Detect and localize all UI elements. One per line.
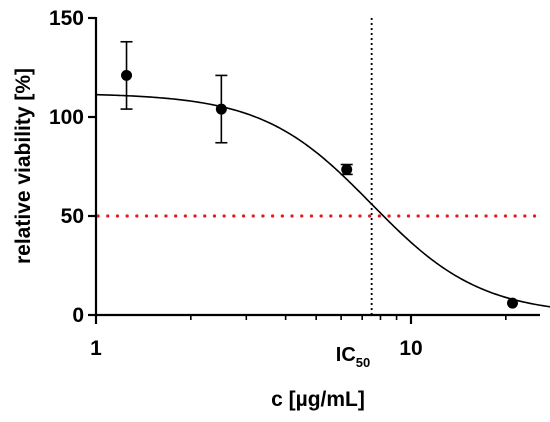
y-axis-title: relative viability [%]: [12, 68, 35, 264]
tick-labels: 0 50 100 150 1 10: [49, 7, 423, 360]
x-tick-label: 10: [399, 337, 422, 360]
data-point: [506, 297, 518, 309]
y-tick-label: 0: [72, 304, 84, 327]
fit-curve: [95, 93, 550, 308]
x-tick-label: 1: [90, 337, 102, 360]
data-point: [341, 163, 353, 175]
ic50-label: IC50: [336, 344, 370, 370]
data-point: [215, 103, 227, 115]
axes: [88, 16, 540, 324]
x-axis-title: c [µg/mL]: [271, 388, 365, 411]
reference-lines: [96, 18, 542, 315]
data-point: [121, 69, 133, 81]
y-tick-label: 150: [49, 7, 84, 30]
data-points: [121, 69, 518, 309]
y-tick-label: 50: [61, 205, 84, 228]
y-tick-label: 100: [49, 106, 84, 129]
